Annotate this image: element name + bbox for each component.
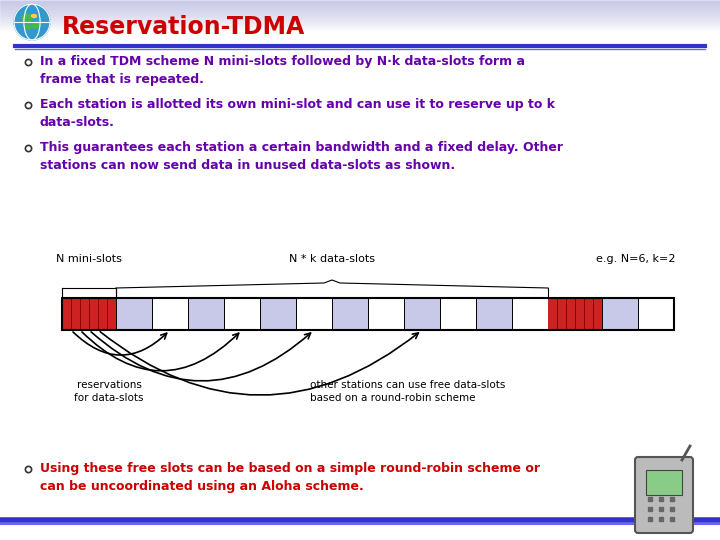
- Bar: [0, 23, 720, 24]
- Bar: [440, 298, 476, 330]
- Bar: [0, 4, 720, 5]
- Bar: [0, 25, 720, 26]
- Bar: [0, 2, 720, 3]
- Ellipse shape: [22, 14, 32, 22]
- Text: Each station is allotted its own mini-slot and can use it to reserve up to k
dat: Each station is allotted its own mini-sl…: [40, 98, 555, 129]
- Text: N mini-slots: N mini-slots: [56, 254, 122, 264]
- Text: Reservation-TDMA: Reservation-TDMA: [62, 15, 305, 39]
- Bar: [296, 298, 332, 330]
- Bar: [0, 13, 720, 14]
- Bar: [0, 24, 720, 25]
- Bar: [368, 298, 404, 330]
- Bar: [0, 19, 720, 20]
- Bar: [116, 298, 152, 330]
- Text: N * k data-slots: N * k data-slots: [289, 254, 375, 264]
- Bar: [0, 5, 720, 6]
- Bar: [0, 1, 720, 2]
- Bar: [476, 298, 512, 330]
- Bar: [0, 6, 720, 7]
- Bar: [152, 298, 188, 330]
- Bar: [0, 14, 720, 15]
- Ellipse shape: [14, 4, 50, 40]
- Bar: [512, 298, 548, 330]
- Bar: [0, 21, 720, 22]
- FancyBboxPatch shape: [635, 457, 693, 533]
- Bar: [0, 27, 720, 28]
- Bar: [0, 11, 720, 12]
- Text: This guarantees each station a certain bandwidth and a fixed delay. Other
statio: This guarantees each station a certain b…: [40, 141, 563, 172]
- Ellipse shape: [32, 22, 40, 28]
- Bar: [0, 28, 720, 29]
- Bar: [0, 16, 720, 17]
- Bar: [0, 7, 720, 8]
- Ellipse shape: [32, 15, 37, 17]
- Text: In a fixed TDM scheme N mini-slots followed by N·k data-slots form a
frame that : In a fixed TDM scheme N mini-slots follo…: [40, 55, 525, 86]
- Bar: [260, 298, 296, 330]
- Bar: [0, 22, 720, 23]
- Bar: [0, 26, 720, 27]
- Bar: [602, 298, 638, 330]
- Text: e.g. N=6, k=2: e.g. N=6, k=2: [596, 254, 676, 264]
- Bar: [0, 12, 720, 13]
- Bar: [0, 20, 720, 21]
- Bar: [404, 298, 440, 330]
- Bar: [0, 0, 720, 1]
- Bar: [0, 8, 720, 9]
- Bar: [0, 18, 720, 19]
- Bar: [0, 3, 720, 4]
- Bar: [646, 470, 682, 495]
- Bar: [62, 298, 674, 330]
- Bar: [224, 298, 260, 330]
- Bar: [0, 29, 720, 30]
- Text: Using these free slots can be based on a simple round-robin scheme or
can be unc: Using these free slots can be based on a…: [40, 462, 540, 493]
- Bar: [0, 17, 720, 18]
- Bar: [62, 298, 116, 330]
- Bar: [0, 15, 720, 16]
- Bar: [0, 10, 720, 11]
- Bar: [332, 298, 368, 330]
- Text: reservations
for data-slots: reservations for data-slots: [74, 380, 144, 403]
- Ellipse shape: [25, 25, 31, 29]
- Bar: [638, 298, 674, 330]
- Bar: [188, 298, 224, 330]
- Bar: [548, 298, 602, 330]
- Bar: [0, 9, 720, 10]
- Bar: [62, 298, 674, 330]
- Text: other stations can use free data-slots
based on a round-robin scheme: other stations can use free data-slots b…: [310, 380, 505, 403]
